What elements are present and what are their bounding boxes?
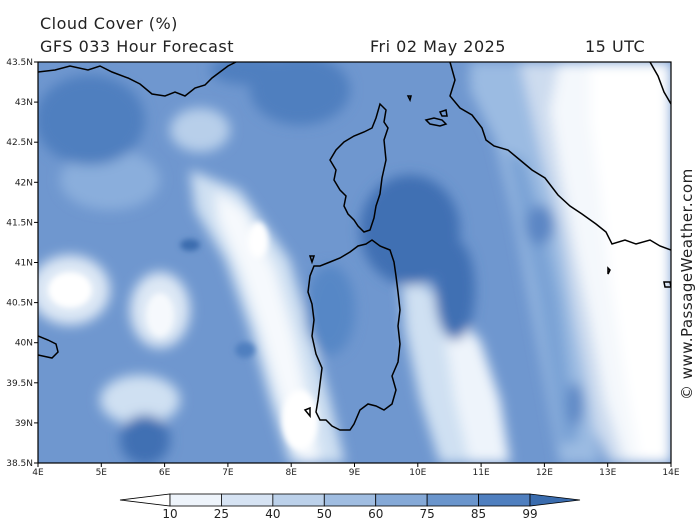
map-title: Cloud Cover (%) <box>40 14 178 33</box>
colorbar-low-cap <box>119 493 171 507</box>
colorbar-high-cap <box>529 493 581 507</box>
forecast-date: Fri 02 May 2025 <box>370 37 506 56</box>
coastlines <box>38 62 671 431</box>
colorbar-swatch <box>272 493 325 507</box>
lon-label: 5E <box>96 468 108 478</box>
lon-label: 7E <box>222 468 234 478</box>
lat-label: 43N <box>15 98 33 108</box>
colorbar-swatch <box>375 493 428 507</box>
colorbar-label: 40 <box>265 507 280 521</box>
colorbar-label: 25 <box>214 507 229 521</box>
lat-label: 43.5N <box>6 58 33 68</box>
lat-label: 39.5N <box>6 379 33 389</box>
colorbar-swatch <box>323 493 377 507</box>
lon-label: 14E <box>662 468 679 478</box>
lon-label: 4E <box>32 468 44 478</box>
lat-label: 41.5N <box>6 218 33 228</box>
lon-label: 10E <box>409 468 426 478</box>
lon-label: 11E <box>473 468 490 478</box>
forecast-time: 15 UTC <box>585 37 646 56</box>
colorbar-label: 99 <box>522 507 537 521</box>
colorbar-swatch <box>478 493 531 507</box>
lat-label: 39N <box>15 419 33 429</box>
colorbar-label: 50 <box>317 507 332 521</box>
lat-label: 42.5N <box>6 138 33 148</box>
colorbar-label: 60 <box>368 507 383 521</box>
cloud-field <box>38 62 671 463</box>
lon-label: 12E <box>536 468 553 478</box>
lat-label: 38.5N <box>6 459 33 469</box>
lat-label: 42N <box>15 178 33 188</box>
colorbar-swatch <box>221 493 274 507</box>
colorbar-label: 75 <box>420 507 435 521</box>
forecast-subtitle: GFS 033 Hour Forecast <box>40 37 235 56</box>
colorbar-label: 10 <box>162 507 177 521</box>
lon-label: 6E <box>159 468 171 478</box>
axis-ticks: 43.5N 43N 42.5N 42N 41.5N 41N 40.5N 40N 39.5N 39N… <box>6 58 680 478</box>
lon-label: 8E <box>285 468 297 478</box>
lon-label: 13E <box>599 468 616 478</box>
lat-label: 40N <box>15 339 33 349</box>
colorbar-swatch <box>169 493 222 507</box>
colorbar: 10 25 40 50 60 75 85 99 <box>119 493 581 521</box>
colorbar-label: 85 <box>471 507 486 521</box>
lon-label: 9E <box>349 468 361 478</box>
lat-label: 41N <box>15 259 33 269</box>
lat-label: 40.5N <box>6 299 33 309</box>
colorbar-swatch <box>426 493 479 507</box>
